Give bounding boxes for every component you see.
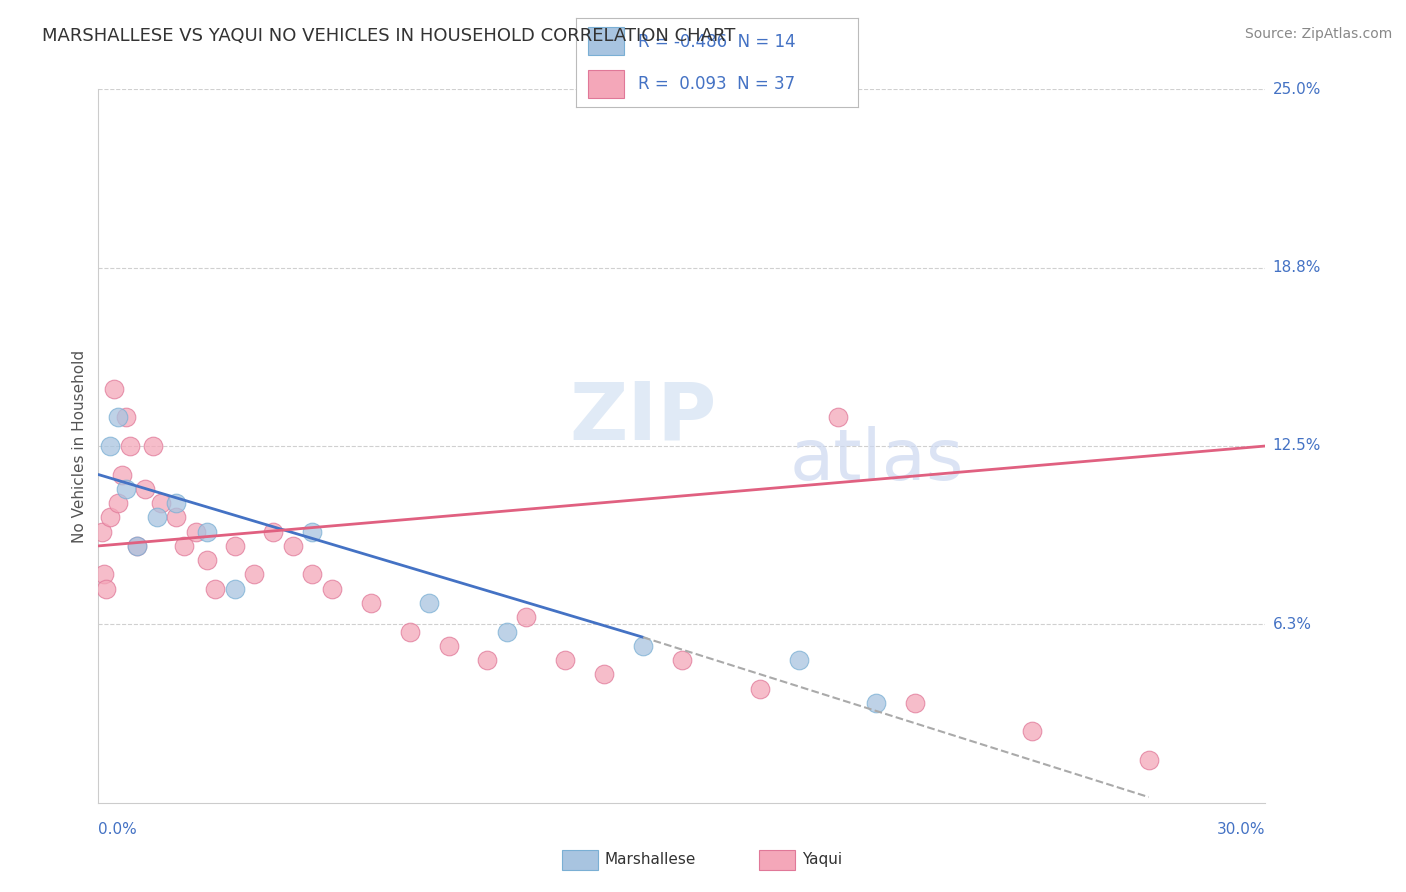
Point [301,567,323,582]
Point [593,667,616,681]
Bar [588,70,624,98]
Point [107,410,129,425]
Text: R = -0.486  N = 14: R = -0.486 N = 14 [638,33,796,51]
Text: Marshallese: Marshallese [605,853,696,867]
Text: 12.5%: 12.5% [1272,439,1320,453]
Text: 0.0%: 0.0% [98,822,138,837]
Point [98,510,121,524]
Point [127,539,149,553]
Text: 30.0%: 30.0% [1218,822,1265,837]
Point [184,524,207,539]
Point [281,539,304,553]
Point [127,539,149,553]
Text: Source: ZipAtlas.com: Source: ZipAtlas.com [1244,27,1392,41]
Point [671,653,693,667]
Text: Yaqui: Yaqui [801,853,842,867]
Point [93,567,115,582]
Point [204,582,226,596]
Point [1137,753,1160,767]
Point [165,496,187,510]
Point [1021,724,1043,739]
Point [103,382,125,396]
Point [98,439,121,453]
Point [195,524,218,539]
Point [114,410,136,425]
Point [107,496,129,510]
Point [134,482,156,496]
Point [437,639,460,653]
Point [360,596,382,610]
Point [262,524,284,539]
Point [904,696,927,710]
Point [173,539,195,553]
Point [418,596,440,610]
Point [748,681,770,696]
Point [224,582,246,596]
Text: 25.0%: 25.0% [1272,82,1320,96]
Point [301,524,323,539]
Bar [588,27,624,55]
Point [91,524,114,539]
Text: 18.8%: 18.8% [1272,260,1320,275]
Text: atlas: atlas [789,425,963,495]
Point [96,582,118,596]
Text: MARSHALLESE VS YAQUI NO VEHICLES IN HOUSEHOLD CORRELATION CHART: MARSHALLESE VS YAQUI NO VEHICLES IN HOUS… [42,27,735,45]
Point [398,624,420,639]
Point [149,496,172,510]
Point [195,553,218,567]
Point [165,510,187,524]
Point [554,653,576,667]
Y-axis label: No Vehicles in Household: No Vehicles in Household [72,350,87,542]
Point [477,653,499,667]
Point [224,539,246,553]
Text: 6.3%: 6.3% [1272,617,1312,632]
Point [142,439,165,453]
Point [118,439,141,453]
Point [243,567,266,582]
Point [321,582,343,596]
Point [111,467,134,482]
Point [631,639,654,653]
Point [515,610,537,624]
Text: R =  0.093  N = 37: R = 0.093 N = 37 [638,75,796,93]
Point [827,410,849,425]
Point [114,482,136,496]
Point [787,653,810,667]
Point [146,510,169,524]
Point [865,696,887,710]
Text: ZIP: ZIP [569,378,717,457]
Point [495,624,517,639]
